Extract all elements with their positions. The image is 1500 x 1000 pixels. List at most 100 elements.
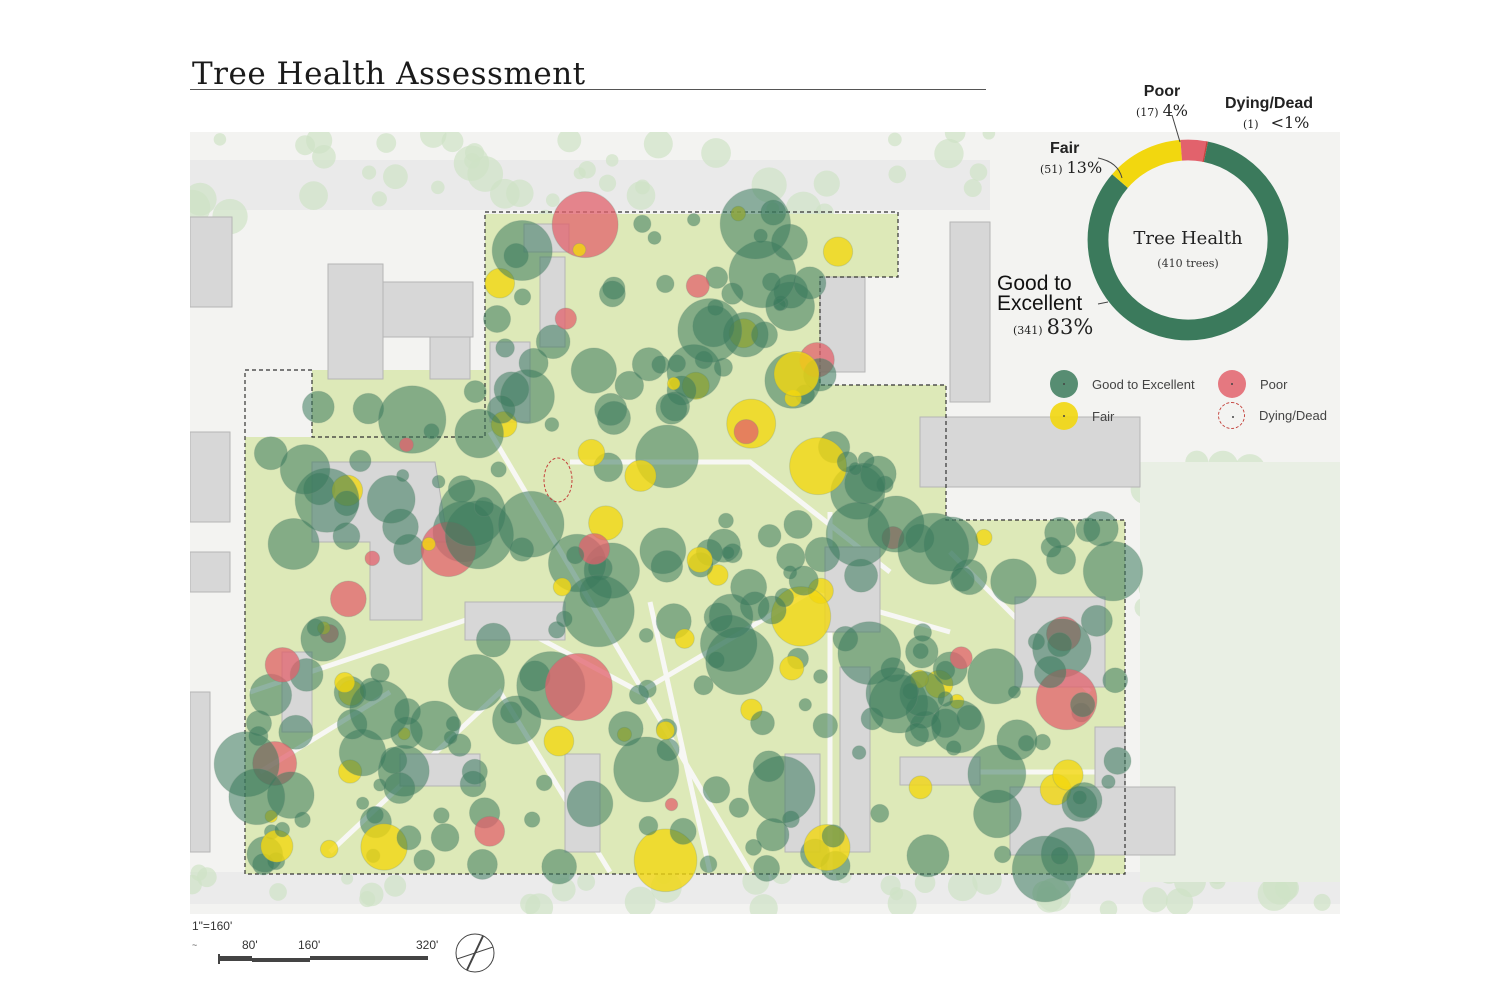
donut-segment-good xyxy=(1087,141,1289,341)
label-dead-count: (1) xyxy=(1243,118,1259,131)
tree-good xyxy=(650,550,684,583)
campus-map[interactable] xyxy=(190,132,1340,914)
tree-fair xyxy=(624,459,657,492)
tree-poor xyxy=(554,307,577,330)
context-tree xyxy=(1274,876,1299,901)
legend-dead: Dying/Dead xyxy=(1218,402,1327,429)
donut-label-fair: Fair (51) 13% xyxy=(1040,140,1102,178)
tree-fair xyxy=(577,438,606,467)
tree-good xyxy=(495,338,515,358)
tree-good xyxy=(788,565,819,596)
label-good-count: (341) xyxy=(1013,324,1043,337)
context-tree xyxy=(341,872,354,885)
tree-good xyxy=(745,838,763,856)
tree-good xyxy=(844,558,879,593)
context-tree xyxy=(749,894,778,914)
donut-center-subtitle: (410 trees) xyxy=(1157,257,1219,270)
tree-poor xyxy=(685,273,710,298)
tree-fair xyxy=(686,546,713,573)
context-tree xyxy=(1142,887,1168,913)
tree-good xyxy=(598,280,626,308)
tree-good xyxy=(278,714,314,750)
tree-good xyxy=(897,512,970,585)
tree-poor xyxy=(664,797,679,812)
tree-good xyxy=(705,626,774,696)
context-tree xyxy=(520,893,541,914)
tree-good xyxy=(1082,541,1144,602)
tree-good xyxy=(865,666,919,720)
context-tree xyxy=(557,132,582,153)
tree-fair xyxy=(822,236,854,267)
label-poor-percent: 4% xyxy=(1162,101,1188,120)
tree-good xyxy=(930,708,961,739)
context-tree xyxy=(605,154,619,167)
context-tree xyxy=(299,181,328,211)
context-tree xyxy=(624,886,656,914)
tree-good xyxy=(990,558,1037,605)
context-tree xyxy=(889,886,904,901)
tree-good xyxy=(306,618,325,637)
tree-good xyxy=(565,545,585,565)
donut-label-dead: Dying/Dead (1) <1% xyxy=(1225,95,1313,133)
tree-fair xyxy=(319,839,339,859)
tree-fair xyxy=(779,655,805,681)
legend-dead-label: Dying/Dead xyxy=(1259,408,1327,423)
tree-good xyxy=(669,817,697,845)
tree-good xyxy=(433,807,450,824)
tree-good xyxy=(851,745,867,760)
tree-good xyxy=(774,587,795,608)
tree-fair xyxy=(421,536,436,552)
tree-good xyxy=(832,625,859,652)
tree-good xyxy=(1034,655,1067,689)
tree-good xyxy=(267,517,320,570)
tree-good xyxy=(904,722,930,747)
tree-good xyxy=(752,750,785,783)
tree-poor xyxy=(551,191,619,259)
tree-good xyxy=(523,811,541,828)
tree-good xyxy=(430,823,460,852)
title-divider xyxy=(190,89,986,90)
tree-good xyxy=(783,509,813,540)
tree-fair xyxy=(666,376,681,391)
context-tree xyxy=(371,191,387,207)
tree-good xyxy=(1072,789,1088,806)
tree-good xyxy=(638,679,657,699)
tree-good xyxy=(461,758,488,785)
tree-good xyxy=(359,677,384,702)
tree-good xyxy=(475,622,511,658)
tree-good xyxy=(638,627,654,643)
donut-segment-poor xyxy=(1180,139,1207,162)
context-tree xyxy=(643,132,673,159)
label-dead-name: Dying/Dead xyxy=(1225,95,1314,112)
tree-good xyxy=(566,780,614,828)
context-tree xyxy=(969,163,988,181)
label-dead-percent: <1% xyxy=(1270,113,1310,132)
tree-good xyxy=(274,821,291,838)
tree-good xyxy=(753,854,781,882)
tree-good xyxy=(509,537,535,562)
tree-good xyxy=(821,824,846,848)
tree-good xyxy=(383,772,416,805)
context-tree xyxy=(1313,893,1331,911)
tree-good xyxy=(719,188,791,260)
north-arrow-icon xyxy=(455,933,495,973)
context-tree xyxy=(888,165,907,184)
context-tree xyxy=(578,161,596,179)
tree-good xyxy=(366,474,416,524)
tree-poor xyxy=(544,653,613,722)
context-tree xyxy=(383,164,408,190)
tree-good xyxy=(949,566,975,592)
tree-good xyxy=(755,817,790,852)
tree-good xyxy=(750,710,775,736)
tree-good xyxy=(594,392,628,427)
tree-good xyxy=(535,774,553,792)
label-poor-name: Poor xyxy=(1143,83,1181,100)
legend-fair: Fair xyxy=(1050,402,1114,430)
tree-good xyxy=(279,444,331,495)
tree-good xyxy=(705,266,729,289)
donut-label-poor: Poor (17) 4% xyxy=(1136,83,1188,121)
context-tree xyxy=(376,133,397,153)
tree-good xyxy=(447,654,505,712)
tree-fair xyxy=(334,671,356,694)
tree-good xyxy=(544,417,560,432)
